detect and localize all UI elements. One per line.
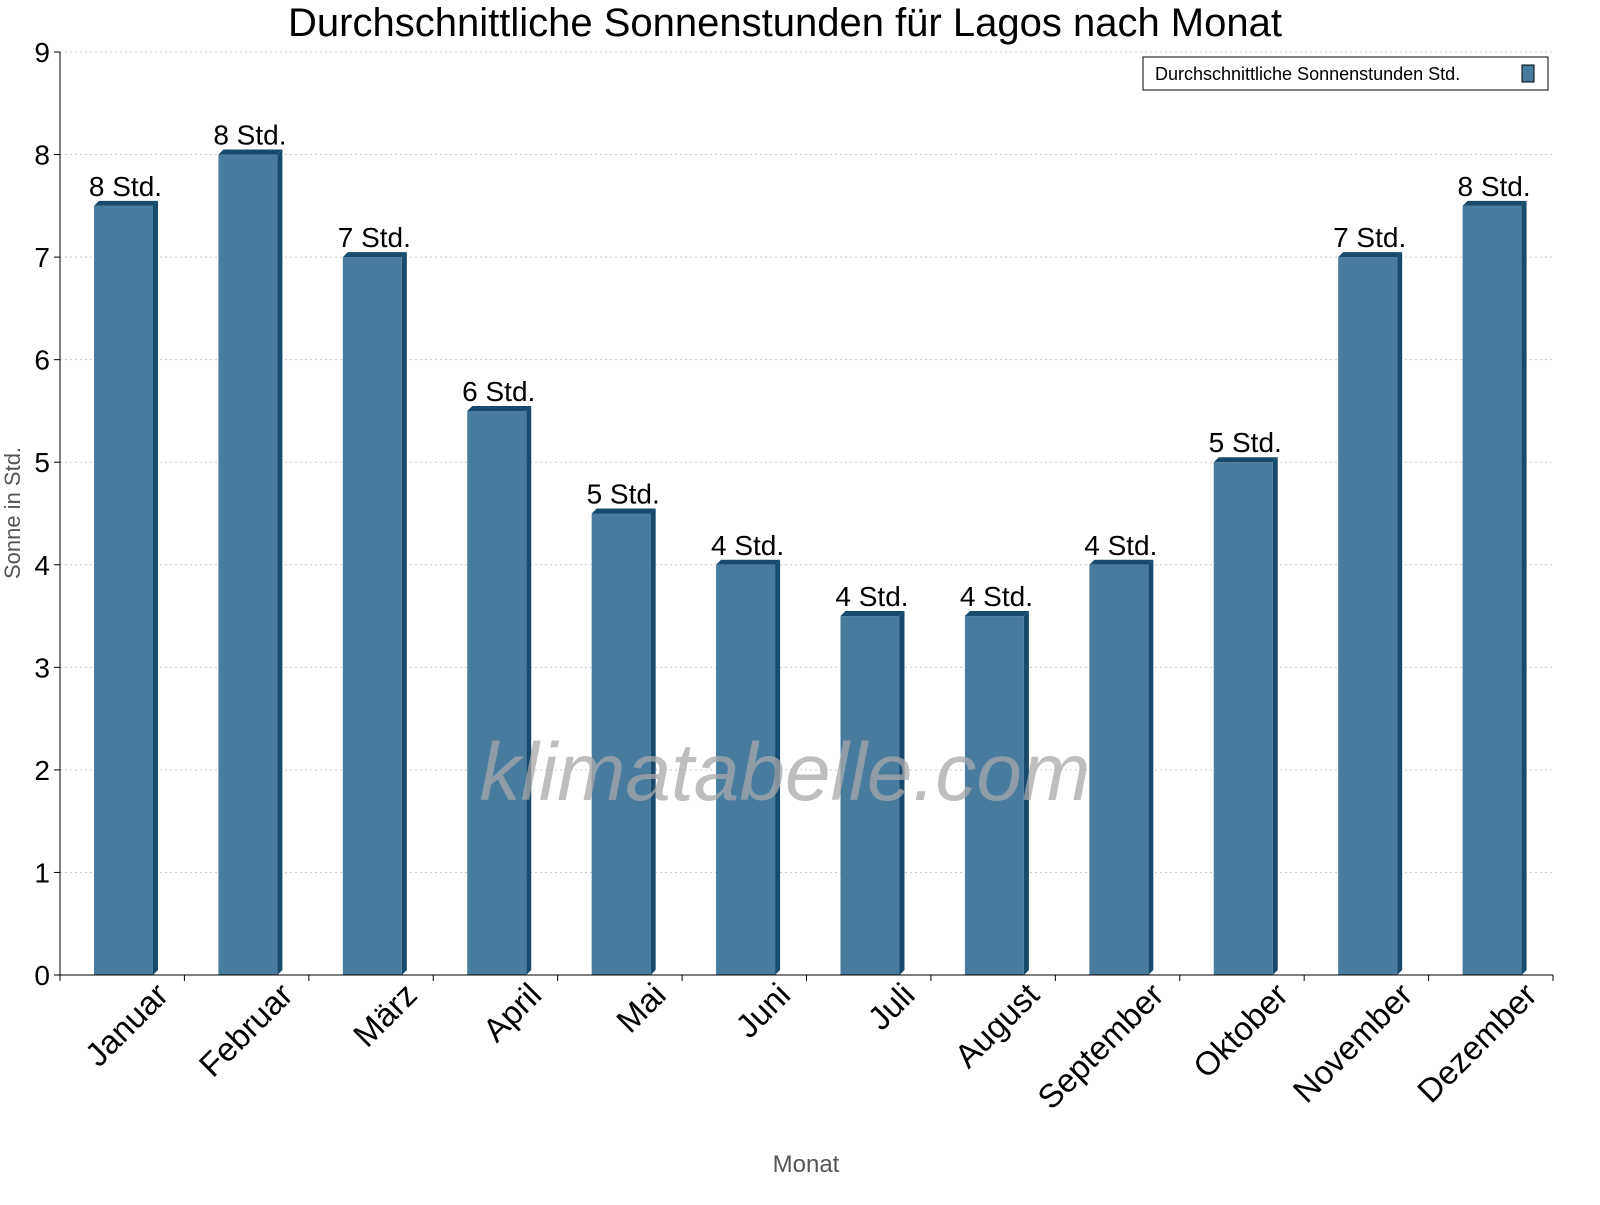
bar-top [1213,457,1278,463]
bar [1213,462,1273,975]
data-label: 4 Std. [711,530,784,561]
legend-swatch [1521,64,1535,83]
bar-top [716,559,781,565]
bar [591,513,651,975]
bar-side [1397,252,1403,976]
x-tick-label: Dezember [1410,976,1544,1110]
bar-top [591,508,656,514]
data-label: 5 Std. [1209,427,1282,458]
y-tick-label: 1 [34,857,50,888]
x-tick-label: August [947,976,1046,1075]
bar [218,154,278,976]
bar-side [277,149,283,976]
legend-label: Durchschnittliche Sonnenstunden Std. [1155,64,1460,84]
bar [1462,205,1522,976]
bar-top [1089,559,1154,565]
bar-side [153,200,158,976]
bar [342,257,402,976]
x-tick-label: November [1286,976,1420,1110]
bar-top [94,200,158,206]
bar-side [401,252,407,976]
bar-side [1272,457,1278,975]
bar [1338,257,1398,976]
bar-top [467,405,532,411]
data-label: 8 Std. [89,171,162,202]
y-tick-label: 7 [34,242,50,273]
data-label: 4 Std. [960,581,1033,612]
y-tick-label: 4 [34,550,50,581]
bar [1089,564,1149,975]
bar-top [1338,252,1403,258]
bar-side [650,508,656,975]
bar-side [526,405,532,975]
legend-box [1142,56,1549,91]
chart-title: Durchschnittliche Sonnenstunden für Lago… [288,1,1282,45]
bar-side [1148,559,1154,975]
x-tick-label: Januar [78,976,176,1074]
watermark: klimatabelle.com [480,727,1091,818]
bar-side [899,611,905,975]
x-axis-label: Monat [773,1151,840,1178]
x-tick-label: Juli [860,976,921,1037]
legend: Durchschnittliche Sonnenstunden Std. [1142,56,1549,91]
x-tick-label: Mai [609,976,673,1040]
y-tick-label: 2 [34,755,50,786]
data-label: 7 Std. [338,222,411,253]
bar-top [342,252,407,258]
y-tick-label: 5 [34,447,50,478]
bar [467,410,527,975]
y-tick-label: 6 [34,345,50,376]
bar [94,205,153,976]
y-tick-label: 0 [34,960,50,991]
data-label: 8 Std. [213,120,286,151]
data-label: 8 Std. [1457,171,1530,202]
bar-top [964,611,1029,617]
x-tick-label: Juni [728,976,797,1045]
y-tick-label: 8 [34,140,50,171]
bar [964,616,1024,975]
bar [840,616,900,975]
x-tick-label: März [346,976,424,1054]
x-tick-label: Februar [192,976,300,1084]
x-tick-label: Oktober [1186,976,1295,1085]
data-label: 4 Std. [1084,530,1157,561]
y-tick-label: 3 [34,652,50,683]
y-axis-label: Sonne in Std. [0,447,25,579]
data-label: 7 Std. [1333,222,1406,253]
data-label: 6 Std. [462,376,535,407]
data-label: 5 Std. [587,479,660,510]
bar-top [840,611,905,617]
data-label: 4 Std. [835,581,908,612]
bar-top [1462,200,1527,206]
bar-side [1023,611,1029,975]
bar-side [1521,200,1527,976]
bar-top [218,149,283,155]
bar-side [775,559,781,975]
bar [716,564,776,975]
x-tick-label: April [476,976,549,1049]
x-tick-label: September [1030,976,1170,1116]
y-tick-label: 9 [34,37,50,68]
